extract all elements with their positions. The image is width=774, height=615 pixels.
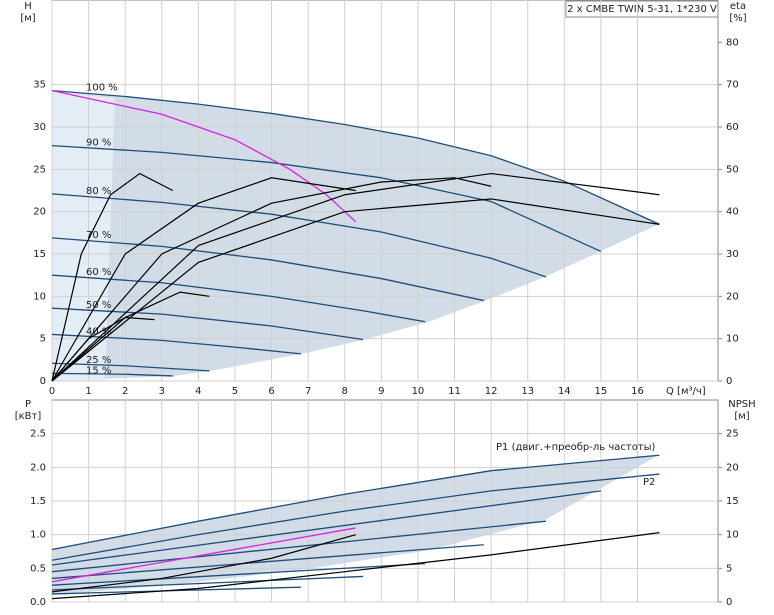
y2-tick-label: 0: [726, 597, 732, 608]
x-tick-label: 11: [448, 386, 461, 397]
curve: [51, 454, 660, 551]
curve: [51, 534, 356, 593]
series-label: P2: [643, 477, 655, 488]
x-tick-label: 5: [232, 386, 238, 397]
curve: [51, 193, 547, 278]
x-axis-label: Q [м³/ч]: [666, 386, 706, 397]
speed-label: 60 %: [86, 267, 111, 278]
curve: [51, 532, 660, 600]
curve: [51, 333, 301, 355]
curve: [51, 520, 547, 573]
curve: [51, 316, 155, 382]
y2-tick-label: 10: [726, 334, 739, 345]
power-area: [52, 455, 659, 595]
curve: [51, 274, 426, 323]
speed-label: 40 %: [86, 326, 111, 337]
y2-axis-label: NPSH: [728, 399, 755, 410]
x-tick-label: 15: [595, 386, 608, 397]
y-tick-label: 0: [40, 376, 46, 387]
x-tick-label: 9: [378, 386, 384, 397]
chart-title: 2 x CMBE TWIN 5-31, 1*230 V: [567, 4, 717, 15]
x-tick-label: 3: [159, 386, 165, 397]
speed-label: 15 %: [86, 365, 111, 376]
speed-label: 100 %: [86, 83, 118, 94]
speed-label: 25 %: [86, 355, 111, 366]
curve: [51, 575, 364, 591]
x-tick-label: 0: [49, 386, 55, 397]
y2-axis-unit: [%]: [729, 13, 746, 24]
x-tick-label: 4: [195, 386, 201, 397]
speed-label: 70 %: [86, 230, 111, 241]
x-tick-label: 8: [342, 386, 348, 397]
y-tick-label: 1.0: [30, 530, 46, 541]
y-axis-label: H: [24, 1, 32, 12]
y-tick-label: 35: [33, 80, 46, 91]
y2-tick-label: 5: [726, 563, 732, 574]
curve: [51, 544, 484, 580]
y2-tick-label: 15: [726, 496, 739, 507]
y2-tick-label: 25: [726, 429, 739, 440]
y2-tick-label: 70: [726, 80, 739, 91]
y2-tick-label: 10: [726, 530, 739, 541]
y2-axis-label: eta: [730, 1, 746, 12]
y-tick-label: 2.0: [30, 462, 46, 473]
curve: [51, 172, 174, 382]
curve: [51, 172, 660, 382]
curve: [51, 198, 660, 382]
x-tick-label: 1: [85, 386, 91, 397]
operating-area: [52, 92, 659, 381]
curve: [51, 237, 484, 302]
y-tick-label: 0.5: [30, 563, 46, 574]
y2-tick-label: 0: [726, 376, 732, 387]
x-tick-label: 7: [305, 386, 311, 397]
y2-tick-label: 20: [726, 462, 739, 473]
y-axis-unit: [м]: [20, 13, 35, 24]
curve: [51, 490, 601, 566]
y-tick-label: 20: [33, 207, 46, 218]
x-tick-label: 10: [412, 386, 425, 397]
y-tick-label: 10: [33, 291, 46, 302]
title-box: [565, 0, 719, 18]
curve: [51, 89, 660, 225]
y2-tick-label: 40: [726, 207, 739, 218]
x-tick-label: 6: [268, 386, 274, 397]
y2-tick-label: 60: [726, 122, 739, 133]
x-tick-label: 12: [485, 386, 498, 397]
y2-axis-unit: [м]: [734, 411, 749, 422]
curve: [51, 177, 492, 382]
y2-tick-label: 50: [726, 164, 739, 175]
curve: [51, 372, 173, 377]
curve: [51, 473, 660, 561]
y2-tick-label: 20: [726, 291, 739, 302]
speed-label: 90 %: [86, 138, 111, 149]
y-tick-label: 1.5: [30, 496, 46, 507]
x-tick-label: 2: [122, 386, 128, 397]
y2-tick-label: 30: [726, 249, 739, 260]
x-tick-label: 16: [631, 386, 644, 397]
y-tick-label: 5: [40, 334, 46, 345]
speed-label: 50 %: [86, 300, 111, 311]
x-tick-label: 13: [521, 386, 534, 397]
y-axis-label: P: [25, 399, 31, 410]
curve: [51, 307, 364, 341]
y2-tick-label: 80: [726, 37, 739, 48]
y-tick-label: 25: [33, 164, 46, 175]
curve: [51, 177, 356, 382]
y-tick-label: 15: [33, 249, 46, 260]
curve: [51, 562, 426, 586]
x-tick-label: 14: [558, 386, 571, 397]
curve: [51, 362, 210, 372]
y-tick-label: 30: [33, 122, 46, 133]
curve: [51, 144, 602, 253]
curve: [51, 527, 356, 583]
y-tick-label: 0.0: [30, 597, 46, 608]
speed-label: 80 %: [86, 186, 111, 197]
curve: [51, 291, 210, 382]
series-label: P1 (двиг.+преобр-ль частоты): [496, 442, 656, 453]
y-tick-label: 2.5: [30, 429, 46, 440]
y-axis-unit: [кВт]: [15, 411, 42, 422]
